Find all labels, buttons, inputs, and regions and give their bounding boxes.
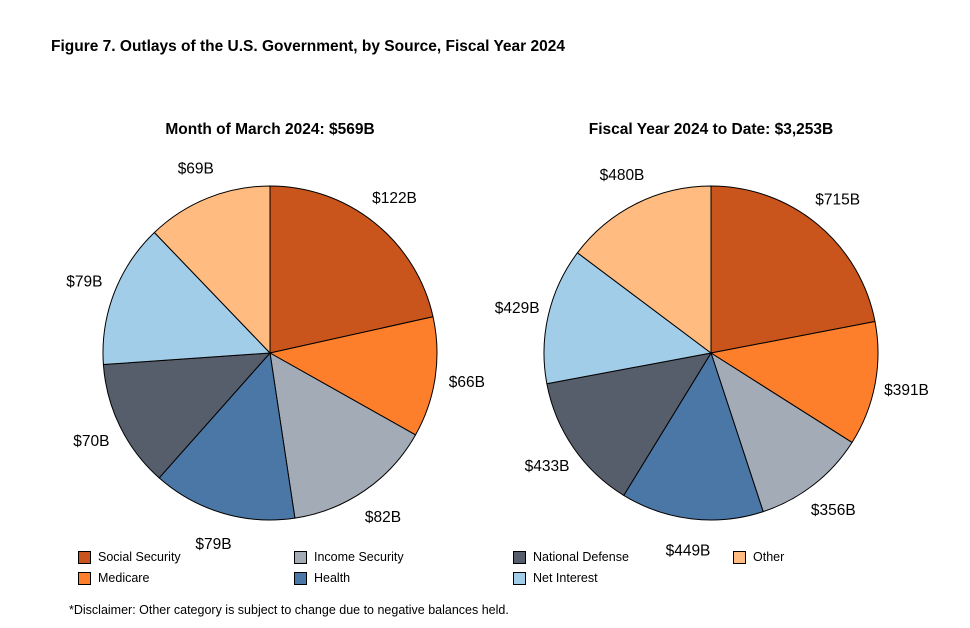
- pie-slice-medicare: [710, 321, 879, 443]
- legend-label: Social Security: [98, 550, 181, 564]
- pie-slice-health: [623, 352, 764, 521]
- legend-swatch: [294, 571, 307, 585]
- legend-item-other: Other: [733, 548, 784, 566]
- pie-chart-march: Month of March 2024: $569B $122B $66B $82B…: [66, 121, 485, 553]
- slice-label-net-interest: $429B: [495, 300, 540, 317]
- slice-label-net-interest: $79B: [66, 273, 102, 290]
- pie-charts: Month of March 2024: $569B $122B $66B $82B…: [66, 121, 929, 560]
- legend-label: Medicare: [98, 571, 150, 585]
- slice-label-health: $449B: [666, 543, 711, 560]
- pie-slice-social-security: [710, 185, 876, 354]
- slice-label-social-security: $715B: [815, 192, 860, 209]
- slice-label-other: $480B: [600, 167, 645, 184]
- slice-label-income-security: $356B: [811, 502, 856, 519]
- pie-title: Fiscal Year 2024 to Date: $3,253B: [589, 121, 833, 138]
- legend-label: National Defense: [533, 550, 629, 564]
- slice-label-other: $69B: [178, 160, 214, 177]
- pie-slice-net-interest: [102, 231, 271, 366]
- legend-swatch: [294, 550, 307, 564]
- slice-label-medicare: $391B: [884, 382, 929, 399]
- slice-label-health: $79B: [195, 536, 231, 553]
- legend-item-national-defense: National Defense: [513, 548, 629, 566]
- legend-swatch: [513, 550, 526, 564]
- pie-slice-other: [576, 185, 712, 354]
- slice-label-social-security: $122B: [372, 190, 417, 207]
- legend-label: Health: [314, 571, 351, 585]
- legend-label: Net Interest: [533, 571, 598, 585]
- legend-item-health: Health: [294, 569, 350, 587]
- legend-label: Other: [753, 550, 785, 564]
- pie-slice-net-interest: [543, 252, 712, 385]
- legend-item-net-interest: Net Interest: [513, 569, 598, 587]
- disclaimer: *Disclaimer: Other category is subject t…: [69, 603, 509, 617]
- slice-label-medicare: $66B: [449, 374, 485, 391]
- pie-slice-national-defense: [102, 352, 271, 479]
- slice-label-income-security: $82B: [365, 509, 401, 526]
- legend: Social Security Income Security National…: [78, 548, 938, 592]
- legend-swatch: [78, 571, 91, 585]
- pie-slice-medicare: [269, 316, 438, 436]
- legend-item-income-security: Income Security: [294, 548, 404, 566]
- legend-item-medicare: Medicare: [78, 569, 149, 587]
- legend-item-social-security: Social Security: [78, 548, 181, 566]
- legend-swatch: [513, 571, 526, 585]
- pie-slice-other: [153, 185, 271, 354]
- pie-slice-social-security: [269, 185, 434, 354]
- legend-swatch: [733, 550, 746, 564]
- pie-slice-income-security: [269, 352, 417, 519]
- legend-label: Income Security: [314, 550, 404, 564]
- pie-slice-health: [158, 352, 296, 521]
- pie-chart-fytd: Fiscal Year 2024 to Date: $3,253B $715B $…: [495, 121, 929, 560]
- pie-title: Month of March 2024: $569B: [165, 121, 374, 138]
- pie-slice-income-security: [710, 352, 853, 513]
- legend-swatch: [78, 550, 91, 564]
- slice-label-national-defense: $433B: [525, 458, 570, 475]
- slice-label-national-defense: $70B: [73, 433, 109, 450]
- figure-title: Figure 7. Outlays of the U.S. Government…: [51, 38, 565, 55]
- pie-slice-national-defense: [546, 352, 712, 496]
